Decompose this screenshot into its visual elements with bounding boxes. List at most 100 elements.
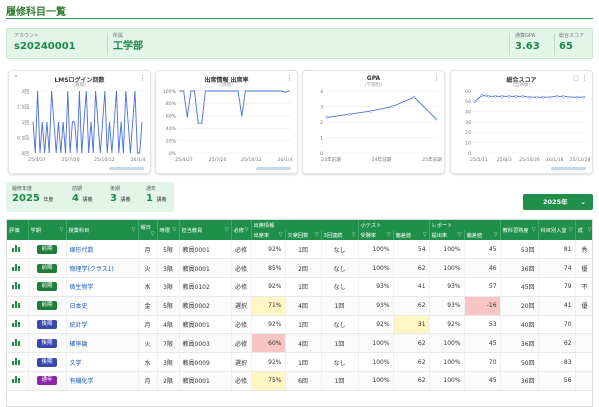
chart-scrollbar[interactable] [256, 167, 291, 170]
filter-icon[interactable]: ▽ [278, 231, 283, 238]
filter-icon[interactable]: ▽ [314, 231, 319, 238]
subject-link[interactable]: 確率論 [69, 340, 88, 348]
table-row[interactable]: 前期 微生物学 水 3限 教員0102 必修 92% 1回 なし 93% 41 93% 57 45回 79 不 [7, 277, 592, 297]
term-badge: 前期 [37, 282, 57, 292]
filter-icon[interactable]: ▽ [150, 230, 155, 237]
column-header[interactable]: 学期 ▽ [28, 220, 67, 240]
filter-icon[interactable]: ▽ [493, 231, 498, 238]
bar-chart-icon[interactable] [12, 282, 22, 290]
more-menu-icon[interactable]: ⋮ [286, 74, 293, 82]
term-badge: 後期 [37, 357, 57, 367]
column-header[interactable]: 出席率 ▽ [251, 230, 286, 240]
subject-link[interactable]: 線形代数 [69, 246, 94, 254]
year-select-button[interactable]: 2025年 ⌄ [523, 194, 593, 210]
subject-link[interactable]: 統計学 [69, 322, 88, 330]
table-row[interactable]: 後期 文学 水 3限 教員0009 選択 92% 1回 なし 100% 62 100% 70 50回 83 [7, 352, 592, 373]
data-point [391, 105, 394, 108]
column-header[interactable]: 授業科目 ▽ [66, 220, 139, 240]
cell-qrate: 92% [376, 321, 390, 329]
data-point [208, 90, 210, 92]
column-header[interactable]: 教科習熟度 ▽ [500, 220, 539, 240]
more-menu-icon[interactable]: ⋮ [139, 74, 146, 82]
bar-chart-icon[interactable] [12, 263, 22, 271]
filter-icon[interactable]: ▽ [59, 226, 64, 233]
x-tick-label: 25/10/26 [519, 157, 540, 163]
filter-icon[interactable]: ▽ [422, 231, 427, 238]
bar-chart-icon[interactable] [12, 338, 22, 346]
subject-link[interactable]: 物理学(クラス1) [69, 265, 114, 273]
column-header[interactable]: 時限 ▽ [157, 220, 180, 240]
y-tick-label: 20 [465, 130, 471, 136]
filter-icon[interactable]: ▽ [351, 231, 356, 238]
filter-icon[interactable]: ▽ [386, 231, 391, 238]
column-header[interactable]: 欠席回数 ▽ [285, 230, 322, 240]
account-label: アカウント [14, 33, 40, 39]
stat-label: 前期 [72, 186, 83, 192]
table-row[interactable]: 通年 有機化学 月 2限 教員0001 必修 75% 6回 1回 100% 62 100% 45 36回 5… [7, 371, 592, 391]
chart-card-lms: ⌃ ⋮ LMSログイン回数 (週間) 0回 0.5回 1回 1.5回 2回 25/4/27… [8, 70, 151, 174]
term-stats: 履修年度 2025 年度 前期 4 講義 後期 3 講義 通年 1 講義 [6, 182, 174, 212]
filter-icon[interactable]: ▽ [172, 226, 177, 233]
cell-period: 5限 [163, 246, 173, 254]
table-row[interactable]: 前期 日本史 金 5限 教員0002 選択 71% 4回 1回 93% 62 93% -16 20回 41 優 [7, 296, 592, 316]
table-row[interactable]: 前期 線形代数 月 5限 教員0001 必修 92% 1回 なし 100% 54 100% 45 53回 8… [7, 240, 592, 260]
cell-day: 金 [144, 303, 151, 311]
column-header[interactable]: 偏差値 ▽ [393, 230, 430, 240]
cell-mastery: 45回 [520, 284, 535, 292]
score-value: 65 [559, 41, 573, 52]
cell-rdev: 45 [488, 377, 497, 385]
filter-icon[interactable]: ▽ [224, 226, 229, 233]
column-header[interactable]: 科目別入室 ▽ [538, 220, 576, 240]
column-header[interactable]: 偏差値 ▽ [464, 230, 501, 240]
stat-unit: 講義 [82, 197, 93, 203]
subject-link[interactable]: 有機化学 [69, 378, 94, 386]
data-point [284, 91, 287, 94]
table-row[interactable]: 後期 統計学 月 4限 教員0001 必修 92% 1回 なし 92% 31 92% 53 40回 70 [7, 315, 592, 335]
filter-icon[interactable]: ▽ [131, 226, 136, 233]
filter-icon[interactable]: ▽ [457, 231, 462, 238]
chart-scrollbar[interactable] [109, 167, 144, 170]
data-point [347, 112, 351, 116]
filter-icon[interactable]: ▽ [568, 226, 573, 233]
bar-chart-icon[interactable] [12, 376, 22, 384]
subject-link[interactable]: 微生物学 [69, 284, 94, 292]
x-tick-label: 25/5/11 [470, 157, 488, 163]
subject-link[interactable]: 文学 [69, 359, 82, 367]
cell-req: 必修 [234, 322, 247, 330]
subject-link[interactable]: 日本史 [69, 303, 88, 311]
cell-qrate: 93% [376, 302, 390, 310]
column-header[interactable]: 受験率 ▽ [358, 230, 394, 240]
cell-period: 3限 [163, 265, 173, 273]
more-menu-icon[interactable]: ⋮ [581, 74, 588, 82]
chart-scrollbar[interactable] [551, 167, 586, 170]
cell-req: 必修 [234, 340, 247, 348]
bar-chart-icon[interactable] [12, 301, 22, 309]
cell-rdev: -16 [486, 302, 497, 310]
column-header[interactable]: 提出率 ▽ [429, 230, 465, 240]
bar-chart-icon[interactable] [12, 320, 22, 328]
table-row[interactable]: 後期 確率論 火 7限 教員0003 必修 60% 4回 1回 100% 62 100% 45 36回 62 [7, 333, 592, 354]
column-header[interactable]: 3回連続 ▽ [321, 230, 359, 240]
account-value: s20240001 [14, 41, 76, 52]
filter-icon[interactable]: ▽ [244, 226, 249, 233]
column-header[interactable]: 評価 [7, 220, 29, 240]
cell-abs: 4回 [298, 303, 308, 311]
filter-icon[interactable]: ▽ [587, 226, 592, 233]
filter-icon[interactable]: ▽ [531, 226, 536, 233]
column-header[interactable]: 必修 ▽ [231, 220, 252, 240]
bar-chart-icon[interactable] [12, 357, 22, 365]
course-table: 評価 学期 ▽ 授業科目 ▽ 曜日 ▽ 時限 ▽ 担当教員 ▽ 必修 ▽ 出席情報 小テスト… [6, 219, 593, 407]
column-header[interactable]: 担当教員 ▽ [179, 220, 232, 240]
bar-chart-icon[interactable] [12, 244, 22, 252]
stat-value: 3 [110, 193, 117, 204]
column-header[interactable]: 曜日 ▽ [138, 220, 158, 240]
expand-icon[interactable]: ⌃ [13, 74, 19, 82]
comment-icon[interactable]: ◌ [572, 74, 579, 82]
table-row[interactable]: 前期 物理学(クラス1) 火 3限 教員0001 必修 85% 2回 なし 100% 62 100% 4… [7, 258, 592, 279]
data-point [230, 90, 232, 92]
data-point [179, 90, 181, 92]
data-point [262, 90, 265, 92]
more-menu-icon[interactable]: ⋮ [433, 74, 440, 82]
column-header[interactable]: 成 ▽ [575, 220, 592, 240]
data-point [412, 95, 416, 99]
